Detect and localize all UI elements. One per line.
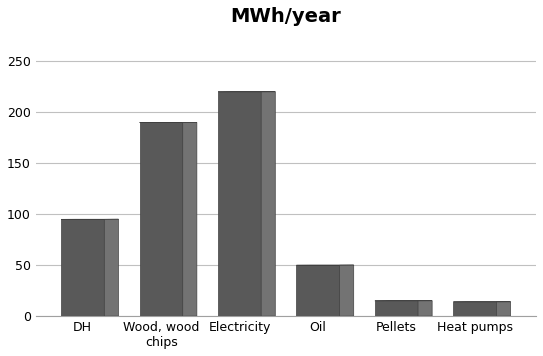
Title: MWh/year: MWh/year <box>230 7 341 26</box>
Polygon shape <box>453 302 496 316</box>
Polygon shape <box>296 265 339 316</box>
Polygon shape <box>140 122 183 316</box>
Polygon shape <box>183 122 197 316</box>
Polygon shape <box>418 301 432 316</box>
Polygon shape <box>218 92 261 316</box>
Polygon shape <box>496 302 510 316</box>
Polygon shape <box>61 219 104 316</box>
Polygon shape <box>375 301 418 316</box>
Polygon shape <box>261 92 275 316</box>
Polygon shape <box>104 219 118 316</box>
Polygon shape <box>339 265 353 316</box>
